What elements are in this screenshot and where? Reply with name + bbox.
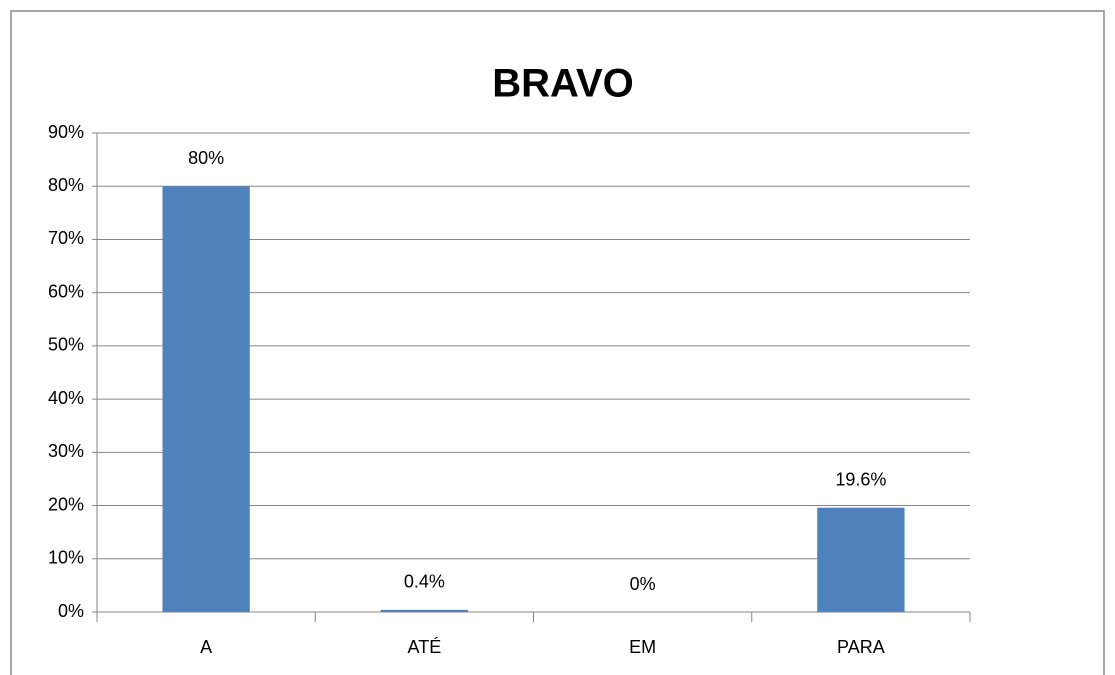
x-tick-label: EM <box>629 637 656 657</box>
data-label: 0.4% <box>404 572 445 592</box>
x-tick-label: A <box>200 637 212 657</box>
bar <box>380 609 469 612</box>
chart-title: BRAVO <box>492 62 633 106</box>
y-tick-label: 30% <box>48 441 84 461</box>
y-tick-label: 20% <box>48 494 84 514</box>
data-label: 80% <box>188 148 224 168</box>
data-label: 0% <box>630 574 656 594</box>
y-tick-label: 10% <box>48 548 84 568</box>
y-tick-label: 90% <box>48 122 84 142</box>
y-tick-label: 60% <box>48 281 84 301</box>
y-tick-label: 50% <box>48 335 84 355</box>
y-tick-label: 0% <box>58 601 84 621</box>
y-tick-label: 80% <box>48 175 84 195</box>
bar <box>162 186 250 612</box>
x-tick-label: ATÉ <box>408 637 442 657</box>
chart-border <box>10 10 1105 675</box>
y-tick-label: 40% <box>48 388 84 408</box>
data-label: 19.6% <box>835 469 886 489</box>
bar <box>817 507 905 612</box>
x-tick-label: PARA <box>837 637 885 657</box>
y-tick-label: 70% <box>48 228 84 248</box>
